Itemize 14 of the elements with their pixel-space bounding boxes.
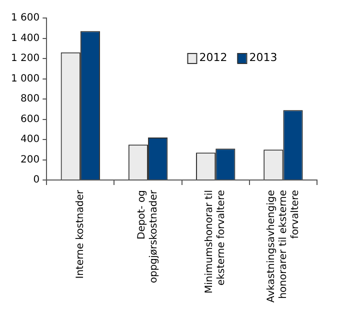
x-tick-label: Avkastningsavhengige honorarer til eksterne forvaltere — [266, 190, 301, 303]
y-tick-label: 1 400 — [10, 32, 40, 44]
y-tick-label: 1 600 — [10, 12, 40, 24]
y-tick-label: 0 — [33, 174, 40, 186]
x-tick-label: Depot- og oppgjørskostnader — [136, 189, 160, 284]
legend-label: 2012 — [199, 50, 228, 64]
y-tick-label: 1 200 — [10, 53, 40, 64]
y-tick-label: 1 000 — [10, 73, 40, 84]
y-tick-label: 400 — [20, 134, 40, 146]
y-tick-label: 800 — [20, 94, 40, 105]
y-tick-label: 200 — [20, 154, 40, 166]
x-tick-label: Interne kostnader — [75, 189, 86, 279]
y-tick-label: 600 — [20, 114, 40, 125]
legend-label: 2013 — [249, 50, 278, 64]
